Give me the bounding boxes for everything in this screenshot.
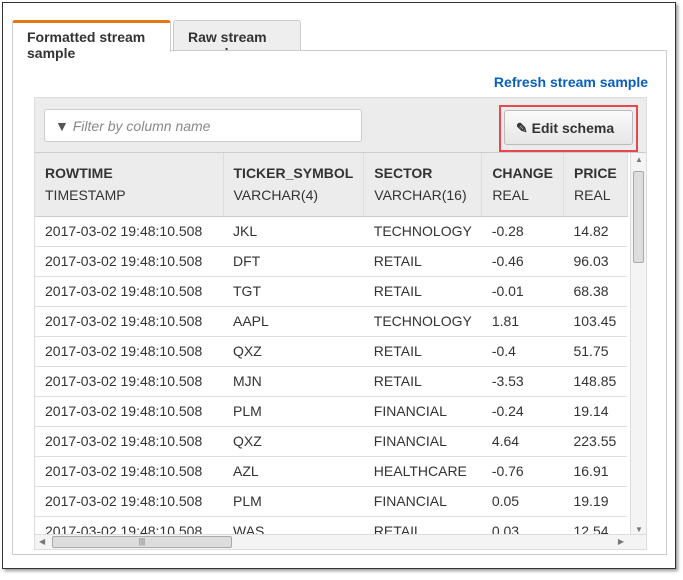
table-cell: 2017-03-02 19:48:10.508 [35,246,223,277]
refresh-stream-sample-link[interactable]: Refresh stream sample [493,74,648,90]
table-row[interactable]: 2017-03-02 19:48:10.508 PLM FINANCIAL 0.05 1… [35,486,628,517]
table-cell: 2017-03-02 19:48:10.508 [35,456,223,487]
table-cell: FINANCIAL [363,486,482,517]
table-cell: -0.4 [481,336,564,367]
table-cell: 19.19 [563,486,628,517]
column-type: TIMESTAMP [45,187,126,204]
table-cell: FINANCIAL [363,426,482,457]
table-cell: DFT [223,246,364,277]
column-type: REAL [492,187,529,204]
table-cell: -0.01 [481,276,564,307]
vertical-scrollbar[interactable]: ▲ ▼ [630,153,646,536]
table-row[interactable]: 2017-03-02 19:48:10.508 PLM FINANCIAL -0.24… [35,396,628,427]
table-cell: PLM [223,396,364,427]
column-header-sector[interactable]: SECTOR VARCHAR(16) [363,153,483,217]
table-cell: 103.45 [563,306,628,337]
table-cell: 2017-03-02 19:48:10.508 [35,336,223,367]
pencil-icon: ✎ [516,120,528,136]
scroll-up-icon[interactable]: ▲ [635,155,643,164]
table-cell: 2017-03-02 19:48:10.508 [35,366,223,397]
table-cell: 2017-03-02 19:48:10.508 [35,216,223,247]
table-row[interactable]: 2017-03-02 19:48:10.508 AAPL TECHNOLOGY 1.8… [35,306,628,337]
column-type: VARCHAR(16) [374,187,467,204]
table-row[interactable]: 2017-03-02 19:48:10.508 DFT RETAIL -0.46 96.… [35,246,628,277]
horizontal-scroll-thumb[interactable]: ||| [52,536,232,548]
column-name: TICKER_SYMBOL [233,165,354,182]
table-cell: 2017-03-02 19:48:10.508 [35,396,223,427]
column-type: REAL [573,187,611,204]
column-name: ROWTIME [45,165,113,182]
table-cell: 1.81 [481,306,564,337]
column-name: SECTOR [374,165,433,182]
column-header-price[interactable]: PRICE REAL [563,153,628,217]
table-cell: PLM [223,486,364,517]
edit-schema-label: Edit schema [531,120,615,136]
column-header-ticker-symbol[interactable]: TICKER_SYMBOL VARCHAR(4) [223,153,365,217]
table-cell: FINANCIAL [363,396,482,427]
table-cell: MJN [223,366,364,397]
table-cell: TGT [223,276,364,307]
table-cell: TECHNOLOGY [363,216,482,247]
table-row[interactable]: 2017-03-02 19:48:10.508 QXZ FINANCIAL 4.64 2… [35,426,628,457]
table-cell: RETAIL [363,246,482,277]
table-row[interactable]: 2017-03-02 19:48:10.508 MJN RETAIL -3.53 148… [35,366,628,397]
vertical-scroll-thumb[interactable] [633,171,644,263]
table-cell: HEALTHCARE [363,456,482,487]
table-cell: -0.28 [481,216,564,247]
filter-input[interactable]: ▼ Filter by column name [44,109,362,142]
table-cell: 51.75 [563,336,628,367]
filter-icon: ▼ [55,118,69,134]
table-cell: AZL [223,456,364,487]
scroll-down-icon[interactable]: ▼ [635,525,643,534]
table-cell: TECHNOLOGY [363,306,482,337]
table-cell: 16.91 [563,456,628,487]
table-row[interactable]: 2017-03-02 19:48:10.508 QXZ RETAIL -0.4 51.7… [35,336,628,367]
column-type: VARCHAR(4) [233,187,319,204]
table-cell: AAPL [223,306,364,337]
table-cell: 2017-03-02 19:48:10.508 [35,306,223,337]
table-cell: 2017-03-02 19:48:10.508 [35,426,223,457]
table-cell: QXZ [223,336,364,367]
table-cell: -0.46 [481,246,564,277]
table-cell: 2017-03-02 19:48:10.508 [35,486,223,517]
table-cell: RETAIL [363,336,482,367]
table-cell: QXZ [223,426,364,457]
table-cell: 19.14 [563,396,628,427]
table-cell: 96.03 [563,246,628,277]
table-cell: RETAIL [363,276,482,307]
table-cell: 148.85 [563,366,628,397]
table-cell: 68.38 [563,276,628,307]
scroll-left-icon[interactable]: ◀ [39,537,46,546]
scroll-right-icon[interactable]: ▶ [617,537,624,546]
tab-raw-stream-sample[interactable]: Raw stream sample [173,20,301,61]
table-cell: -0.76 [481,456,564,487]
column-name: PRICE [573,165,617,182]
table-cell: RETAIL [363,366,482,397]
filter-placeholder: Filter by column name [72,118,211,134]
column-header-rowtime[interactable]: ROWTIME TIMESTAMP [35,153,224,217]
edit-schema-button[interactable]: ✎ Edit schema [504,110,633,145]
table-cell: 0.05 [481,486,564,517]
table-row[interactable]: 2017-03-02 19:48:10.508 TGT RETAIL -0.01 68.… [35,276,628,307]
table-cell: 223.55 [563,426,628,457]
tab-formatted-stream-sample[interactable]: Formatted stream sample [12,20,171,61]
column-name: CHANGE [492,165,553,182]
table-cell: -3.53 [481,366,564,397]
table-row[interactable]: 2017-03-02 19:48:10.508 AZL HEALTHCARE -0.7… [35,456,628,487]
data-table: ROWTIME TIMESTAMP TICKER_SYMBOL VARCHAR(4) S… [35,153,628,547]
table-cell: JKL [223,216,364,247]
table-cell: -0.24 [481,396,564,427]
data-grid: ▼ Filter by column name ✎ Edit schema RO… [34,97,647,550]
grid-toolbar: ▼ Filter by column name ✎ Edit schema [35,98,646,153]
horizontal-scrollbar[interactable]: ◀ ||| ▶ [35,534,646,549]
table-cell: 2017-03-02 19:48:10.508 [35,276,223,307]
table-row[interactable]: 2017-03-02 19:48:10.508 JKL TECHNOLOGY -0.2… [35,216,628,247]
table-cell: 14.82 [563,216,628,247]
column-header-change[interactable]: CHANGE REAL [481,153,564,217]
table-cell: 4.64 [481,426,564,457]
highlight-box: ✎ Edit schema [499,105,638,152]
